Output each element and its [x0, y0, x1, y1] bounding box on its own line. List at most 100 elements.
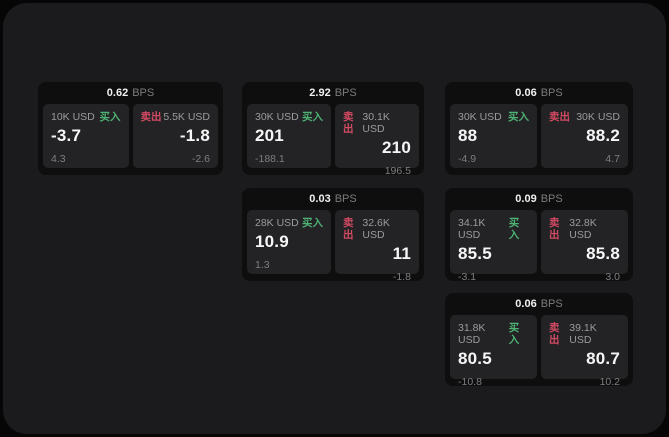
- sell-price-value: 85.8: [549, 244, 620, 264]
- sell-tile-header: 卖出 30K USD: [549, 111, 620, 123]
- sell-side-label: 卖出: [549, 322, 569, 346]
- buy-quote-tile[interactable]: 30K USD 买入 201 -188.1: [247, 104, 331, 168]
- buy-tile-header: 30K USD 买入: [458, 111, 529, 123]
- bps-spread-header: 0.06 BPS: [445, 293, 633, 315]
- quote-card: 0.62 BPS 10K USD 买入 -3.7 4.3 卖出 5.5K USD…: [38, 82, 223, 175]
- buy-tile-header: 10K USD 买入: [51, 111, 121, 123]
- sell-secondary-value: 10.2: [549, 376, 620, 388]
- quote-tiles: 31.8K USD 买入 80.5 -10.8 卖出 39.1K USD 80.…: [445, 315, 633, 379]
- buy-size-label: 28K USD: [255, 217, 299, 229]
- sell-quote-tile[interactable]: 卖出 32.8K USD 85.8 3.0: [541, 210, 628, 274]
- quote-tiles: 30K USD 买入 201 -188.1 卖出 30.1K USD 210 1…: [242, 104, 424, 168]
- buy-quote-tile[interactable]: 30K USD 买入 88 -4.9: [450, 104, 537, 168]
- bps-spread-header: 0.09 BPS: [445, 188, 633, 210]
- buy-price-value: 201: [255, 126, 323, 146]
- sell-side-label: 卖出: [343, 111, 362, 135]
- sell-price-value: -1.8: [141, 126, 211, 146]
- sell-tile-header: 卖出 30.1K USD: [343, 111, 411, 135]
- quote-card: 0.09 BPS 34.1K USD 买入 85.5 -3.1 卖出 32.8K…: [445, 188, 633, 281]
- sell-quote-tile[interactable]: 卖出 39.1K USD 80.7 10.2: [541, 315, 628, 379]
- buy-side-label: 买入: [508, 111, 529, 123]
- buy-size-label: 31.8K USD: [458, 322, 509, 346]
- bps-spread-value: 0.03: [309, 188, 330, 210]
- bps-unit-label: BPS: [541, 293, 563, 315]
- buy-size-label: 30K USD: [255, 111, 299, 123]
- sell-tile-header: 卖出 32.8K USD: [549, 217, 620, 241]
- buy-price-value: 85.5: [458, 244, 529, 264]
- sell-size-label: 30K USD: [576, 111, 620, 123]
- bps-spread-value: 0.62: [107, 82, 128, 104]
- quote-card: 0.03 BPS 28K USD 买入 10.9 1.3 卖出 32.6K US…: [242, 188, 424, 281]
- sell-tile-header: 卖出 32.6K USD: [343, 217, 411, 241]
- buy-secondary-value: 1.3: [255, 259, 323, 271]
- quote-tiles: 34.1K USD 买入 85.5 -3.1 卖出 32.8K USD 85.8…: [445, 210, 633, 274]
- bps-spread-header: 0.62 BPS: [38, 82, 223, 104]
- sell-size-label: 32.6K USD: [362, 217, 411, 241]
- sell-quote-tile[interactable]: 卖出 32.6K USD 11 -1.8: [335, 210, 419, 274]
- bps-spread-value: 0.06: [515, 293, 536, 315]
- sell-side-label: 卖出: [549, 111, 570, 123]
- buy-side-label: 买入: [100, 111, 121, 123]
- bps-unit-label: BPS: [335, 188, 357, 210]
- buy-side-label: 买入: [509, 322, 529, 346]
- sell-price-value: 80.7: [549, 349, 620, 369]
- bps-spread-value: 0.06: [515, 82, 536, 104]
- quote-card: 2.92 BPS 30K USD 买入 201 -188.1 卖出 30.1K …: [242, 82, 424, 175]
- buy-size-label: 30K USD: [458, 111, 502, 123]
- buy-secondary-value: -10.8: [458, 376, 529, 388]
- buy-quote-tile[interactable]: 31.8K USD 买入 80.5 -10.8: [450, 315, 537, 379]
- bps-spread-header: 0.06 BPS: [445, 82, 633, 104]
- buy-quote-tile[interactable]: 28K USD 买入 10.9 1.3: [247, 210, 331, 274]
- sell-size-label: 30.1K USD: [362, 111, 411, 135]
- buy-price-value: 80.5: [458, 349, 529, 369]
- sell-secondary-value: 3.0: [549, 271, 620, 283]
- bps-spread-value: 0.09: [515, 188, 536, 210]
- quote-tiles: 10K USD 买入 -3.7 4.3 卖出 5.5K USD -1.8 -2.…: [38, 104, 223, 168]
- sell-quote-tile[interactable]: 卖出 30K USD 88.2 4.7: [541, 104, 628, 168]
- buy-quote-tile[interactable]: 10K USD 买入 -3.7 4.3: [43, 104, 129, 168]
- buy-secondary-value: -4.9: [458, 153, 529, 165]
- bps-unit-label: BPS: [541, 188, 563, 210]
- sell-secondary-value: 196.5: [343, 165, 411, 177]
- sell-side-label: 卖出: [343, 217, 362, 241]
- quote-card: 0.06 BPS 30K USD 买入 88 -4.9 卖出 30K USD 8…: [445, 82, 633, 175]
- bps-spread-value: 2.92: [309, 82, 330, 104]
- buy-price-value: 88: [458, 126, 529, 146]
- sell-secondary-value: 4.7: [549, 153, 620, 165]
- sell-price-value: 210: [343, 138, 411, 158]
- sell-tile-header: 卖出 5.5K USD: [141, 111, 211, 123]
- buy-side-label: 买入: [302, 217, 323, 229]
- buy-tile-header: 34.1K USD 买入: [458, 217, 529, 241]
- trading-quotes-panel: 0.62 BPS 10K USD 买入 -3.7 4.3 卖出 5.5K USD…: [3, 3, 666, 434]
- buy-tile-header: 30K USD 买入: [255, 111, 323, 123]
- buy-secondary-value: 4.3: [51, 153, 121, 165]
- buy-tile-header: 31.8K USD 买入: [458, 322, 529, 346]
- sell-quote-tile[interactable]: 卖出 5.5K USD -1.8 -2.6: [133, 104, 219, 168]
- buy-secondary-value: -188.1: [255, 153, 323, 165]
- buy-tile-header: 28K USD 买入: [255, 217, 323, 229]
- sell-tile-header: 卖出 39.1K USD: [549, 322, 620, 346]
- buy-side-label: 买入: [509, 217, 529, 241]
- bps-unit-label: BPS: [335, 82, 357, 104]
- sell-size-label: 39.1K USD: [569, 322, 620, 346]
- sell-size-label: 32.8K USD: [569, 217, 620, 241]
- sell-price-value: 11: [343, 244, 411, 264]
- quote-tiles: 30K USD 买入 88 -4.9 卖出 30K USD 88.2 4.7: [445, 104, 633, 168]
- sell-quote-tile[interactable]: 卖出 30.1K USD 210 196.5: [335, 104, 419, 168]
- sell-size-label: 5.5K USD: [163, 111, 210, 123]
- sell-secondary-value: -2.6: [141, 153, 211, 165]
- bps-spread-header: 2.92 BPS: [242, 82, 424, 104]
- buy-quote-tile[interactable]: 34.1K USD 买入 85.5 -3.1: [450, 210, 537, 274]
- sell-price-value: 88.2: [549, 126, 620, 146]
- sell-secondary-value: -1.8: [343, 271, 411, 283]
- buy-secondary-value: -3.1: [458, 271, 529, 283]
- buy-price-value: -3.7: [51, 126, 121, 146]
- quote-tiles: 28K USD 买入 10.9 1.3 卖出 32.6K USD 11 -1.8: [242, 210, 424, 274]
- buy-size-label: 34.1K USD: [458, 217, 509, 241]
- buy-size-label: 10K USD: [51, 111, 95, 123]
- bps-unit-label: BPS: [132, 82, 154, 104]
- quote-card: 0.06 BPS 31.8K USD 买入 80.5 -10.8 卖出 39.1…: [445, 293, 633, 386]
- bps-unit-label: BPS: [541, 82, 563, 104]
- bps-spread-header: 0.03 BPS: [242, 188, 424, 210]
- sell-side-label: 卖出: [141, 111, 162, 123]
